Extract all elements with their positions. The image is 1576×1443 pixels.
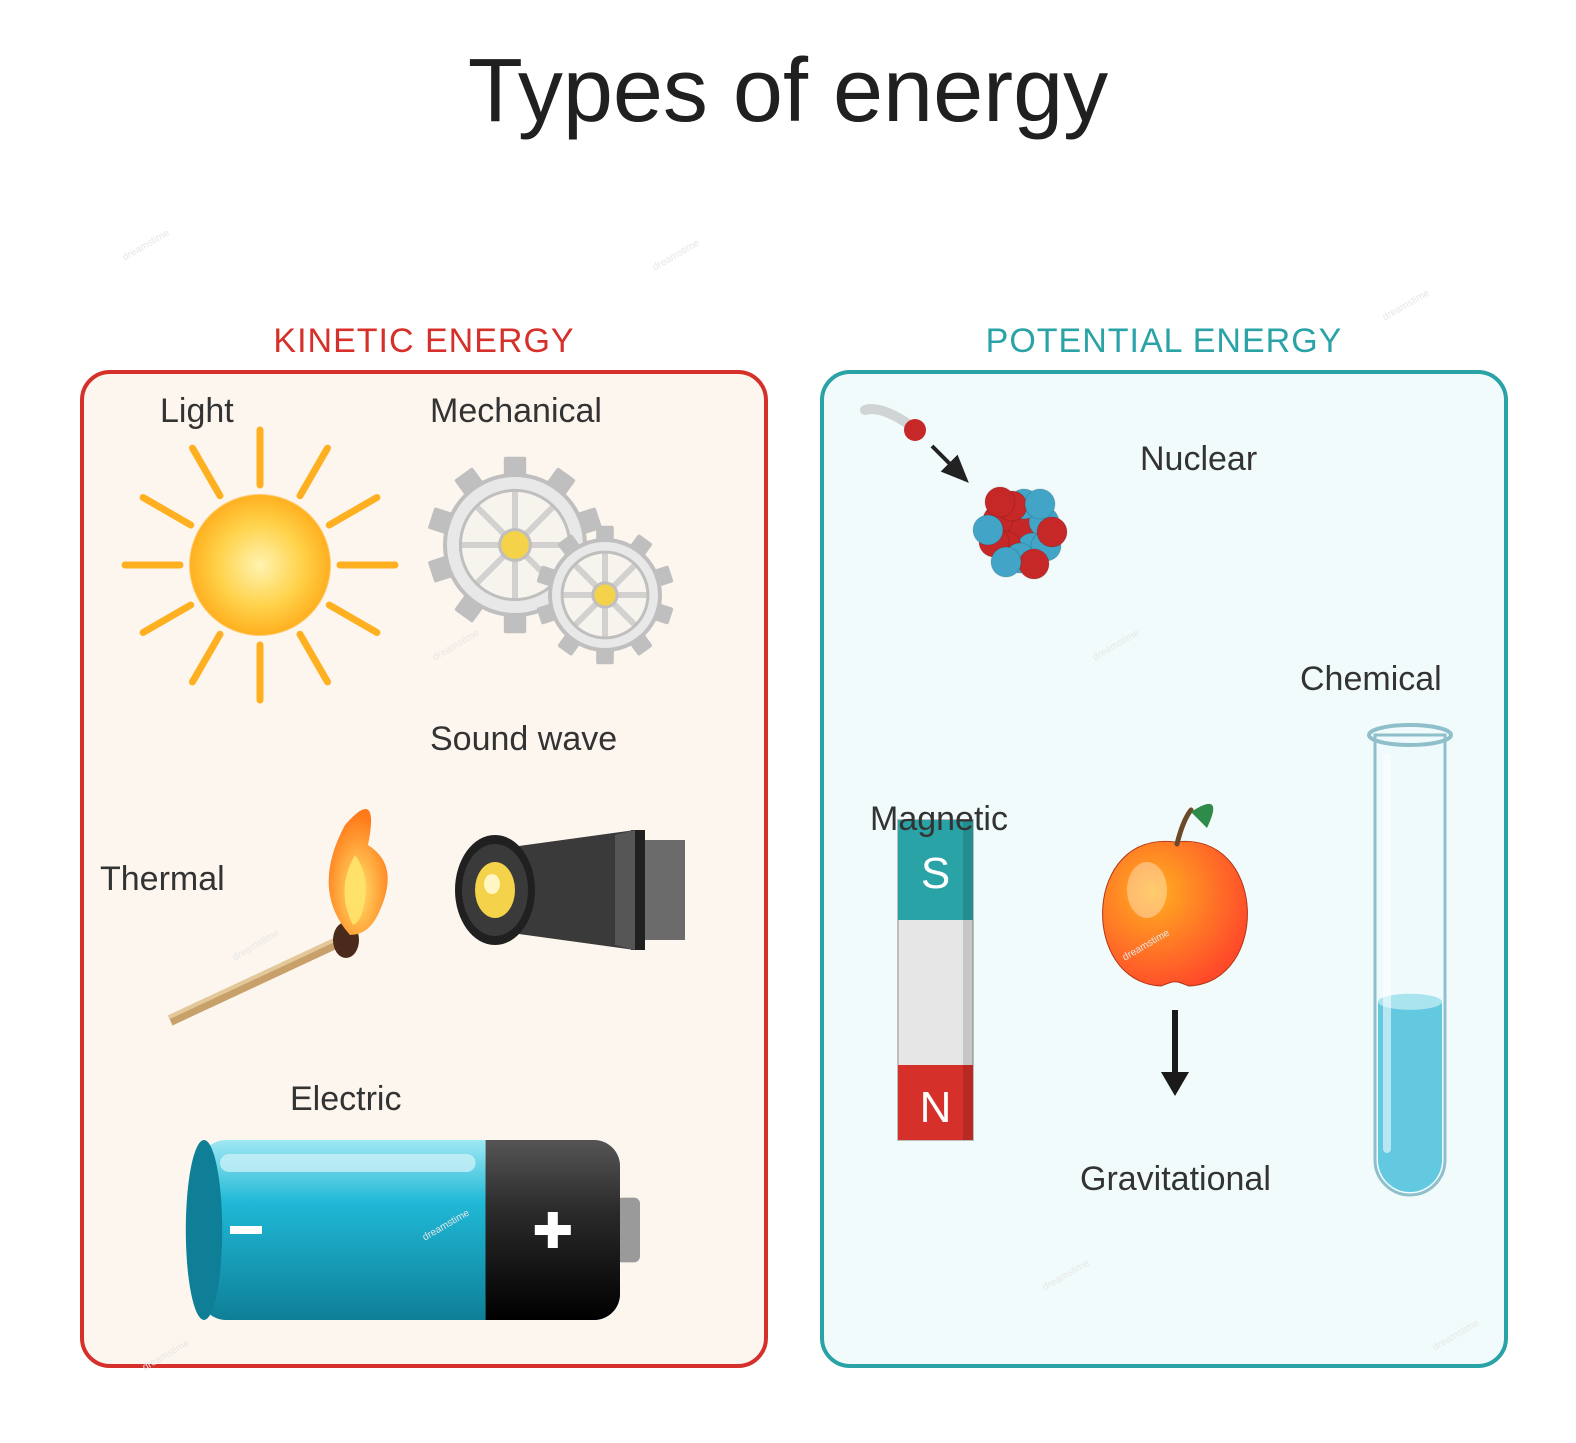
svg-text:N: N [919, 1083, 951, 1132]
match-icon [150, 770, 450, 1090]
sun-icon [115, 420, 405, 710]
apple-icon [1055, 800, 1295, 1160]
label-sound: Sound wave [430, 720, 617, 759]
watermark: dreamstime [651, 238, 702, 274]
watermark: dreamstime [121, 228, 172, 264]
atom-icon [870, 380, 1130, 640]
potential-header: POTENTIAL ENERGY [824, 322, 1504, 361]
label-light: Light [160, 392, 234, 431]
label-nuclear: Nuclear [1140, 440, 1257, 479]
battery-icon [180, 1120, 660, 1340]
magnet-icon: SN [878, 810, 993, 1150]
kinetic-header: KINETIC ENERGY [84, 322, 764, 361]
label-electric: Electric [290, 1080, 401, 1119]
label-magnetic: Magnetic [870, 800, 1008, 839]
svg-text:S: S [920, 849, 949, 898]
speaker-icon [435, 760, 715, 1020]
gears-icon [395, 395, 715, 715]
page-title: Types of energy [0, 40, 1576, 143]
label-chemical: Chemical [1300, 660, 1442, 699]
page: Types of energy KINETIC ENERGY POTENTIAL… [0, 0, 1576, 1443]
watermark: dreamstime [1381, 288, 1432, 324]
label-gravitational: Gravitational [1080, 1160, 1271, 1199]
label-thermal: Thermal [100, 860, 225, 899]
label-mechanical: Mechanical [430, 392, 602, 431]
test-tube-icon [1350, 720, 1470, 1220]
